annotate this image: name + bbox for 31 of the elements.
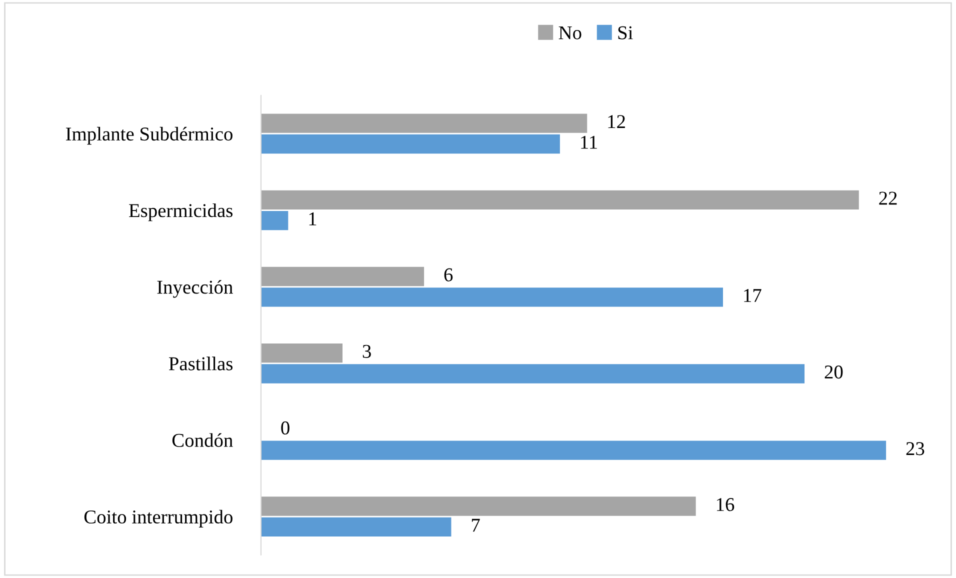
bar [260, 114, 588, 133]
legend-label: No [558, 26, 582, 40]
data-label: 0 [281, 421, 290, 435]
bar [260, 211, 288, 230]
y-tick-label: Pastillas [168, 356, 233, 370]
data-label: 7 [472, 518, 480, 532]
data-label: 3 [362, 344, 371, 358]
data-label: 17 [744, 289, 762, 302]
bar [260, 288, 723, 307]
data-label: 23 [906, 442, 924, 456]
bar [260, 440, 886, 460]
data-label: 6 [444, 268, 453, 282]
y-tick-label: Condón [172, 433, 233, 447]
data-label: 20 [824, 366, 843, 379]
data-label: 12 [608, 115, 625, 128]
legend-label: Si [618, 26, 633, 40]
bar [260, 496, 696, 516]
y-tick-label: Coito interrumpido [84, 510, 232, 528]
y-tick-label: Espermicidas [129, 204, 233, 222]
bar [260, 134, 560, 154]
y-tick-label: Inyección [157, 280, 233, 298]
bar [260, 190, 859, 210]
y-tick-label: Implante Subdérmico [66, 126, 232, 145]
data-label: 1 [309, 212, 316, 226]
bar [260, 364, 805, 384]
bar [260, 344, 343, 363]
data-label: 22 [879, 192, 897, 205]
bar [260, 266, 424, 286]
data-label: 11 [581, 136, 597, 149]
data-label: 16 [716, 498, 734, 512]
bar [260, 517, 452, 536]
